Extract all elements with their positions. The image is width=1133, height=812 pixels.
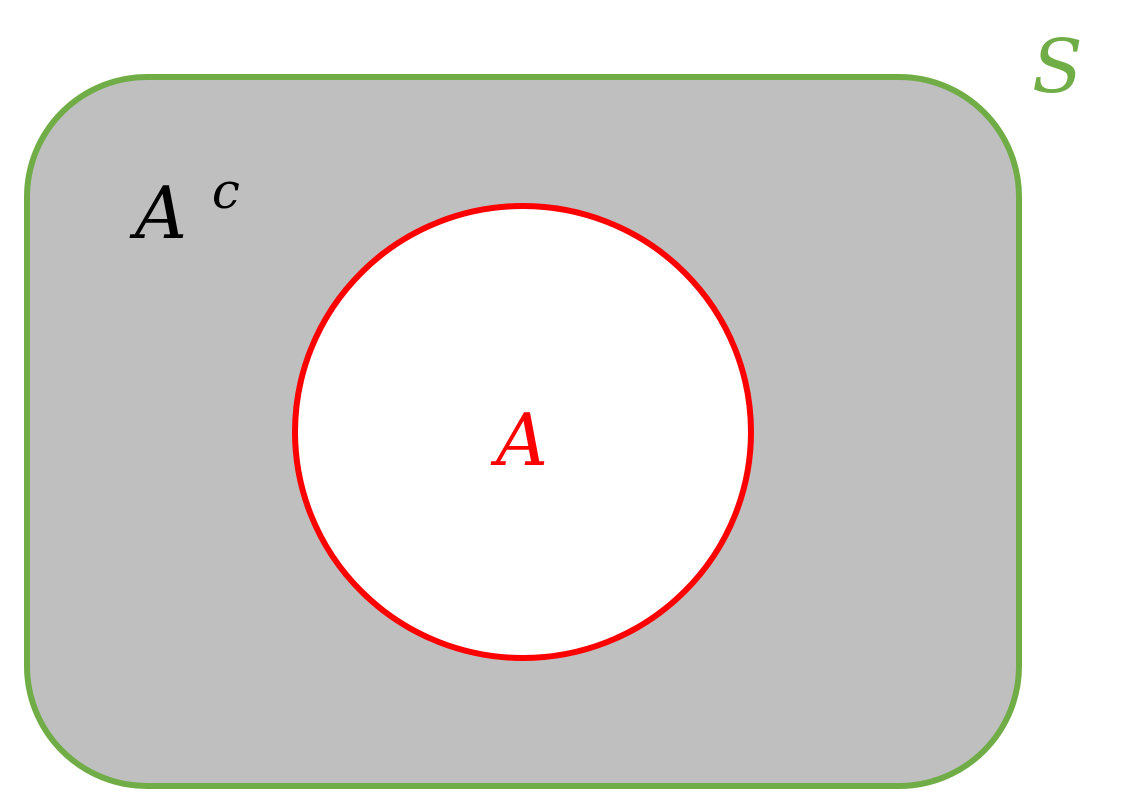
set-a-label: A: [490, 398, 548, 482]
complement-label: A c: [129, 162, 240, 255]
complement-label-base: A: [129, 171, 187, 255]
complement-label-superscript: c: [212, 162, 240, 220]
set-a-circle: [292, 203, 754, 661]
universal-set-label: S: [1032, 24, 1083, 110]
